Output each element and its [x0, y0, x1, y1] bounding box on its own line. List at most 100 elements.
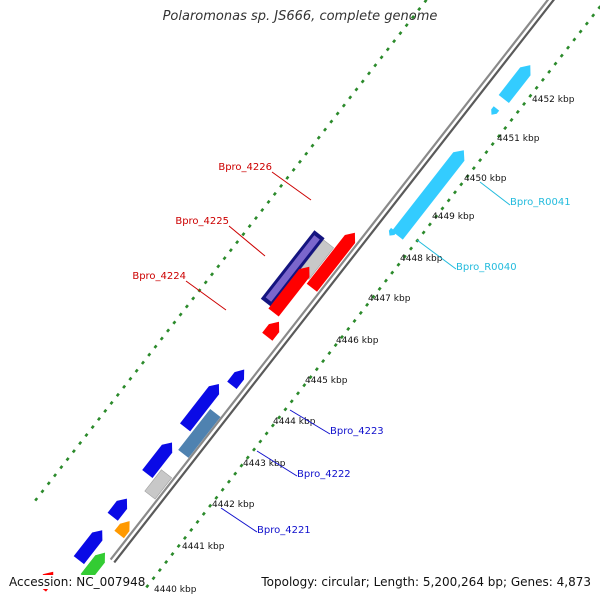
tick-mark [235, 240, 240, 245]
tick-mark [402, 254, 407, 259]
tick-mark [329, 119, 334, 124]
tick-mark [496, 134, 501, 139]
tick-mark [216, 264, 221, 269]
tick-mark [409, 246, 414, 251]
red-gene-arrow [306, 232, 356, 292]
tick-mark [365, 302, 370, 307]
tick-mark [452, 190, 458, 195]
red-gene-arrow [268, 266, 310, 317]
tick-mark [140, 360, 145, 365]
tick-mark [291, 167, 296, 172]
green-gene-arrow [80, 552, 105, 582]
tick-mark [59, 465, 64, 470]
tick-mark [210, 272, 215, 277]
gene-label: Bpro_R0041 [510, 197, 571, 208]
tick-mark [34, 497, 39, 502]
tick-mark [233, 471, 238, 476]
tick-mark [302, 383, 307, 388]
tick-mark [184, 304, 189, 309]
tick-mark [559, 53, 564, 58]
tick-mark [528, 93, 533, 98]
tick-mark [266, 199, 271, 205]
label-leader-line [220, 507, 258, 533]
tick-mark [115, 392, 120, 397]
tick-mark [427, 222, 432, 227]
tick-mark [285, 175, 290, 180]
backbone-line-inner [113, 0, 556, 564]
tick-mark [478, 158, 483, 163]
tick-mark [377, 286, 382, 291]
backbone-line [109, 0, 550, 561]
tick-mark [222, 256, 227, 261]
tick-mark [540, 77, 545, 82]
label-leader-line [271, 171, 312, 201]
tick-mark [270, 423, 275, 428]
gene-label: Bpro_4224 [132, 271, 186, 282]
tick-mark [151, 576, 156, 581]
tick-mark [253, 215, 258, 221]
tick-mark [339, 334, 344, 340]
tick-mark [195, 519, 200, 524]
kbp-label: 4447 kbp [368, 294, 411, 304]
cyan-gene-arrow [498, 65, 531, 103]
tick-mark [295, 391, 301, 396]
tick-mark [46, 481, 51, 486]
tick-mark [283, 407, 288, 412]
gene-label: Bpro_4226 [218, 162, 272, 173]
slate-gene-box [178, 409, 221, 458]
kbp-label: 4450 kbp [464, 174, 507, 184]
gene-label: Bpro_4222 [297, 469, 351, 480]
tick-mark [366, 71, 372, 76]
map-title: Polaromonas sp. JS666, complete genome [162, 9, 438, 24]
label-leader-line [479, 181, 511, 206]
gene-label: Bpro_R0040 [456, 262, 517, 273]
tick-mark [189, 527, 194, 532]
tick-mark [159, 336, 164, 341]
tick-mark [509, 117, 514, 123]
tick-mark [134, 368, 139, 373]
tick-mark [260, 207, 265, 213]
tick-mark [346, 326, 351, 332]
blue-gene-arrow [107, 498, 128, 521]
blue-gene-arrow [142, 442, 173, 478]
tick-mark [84, 433, 89, 438]
tick-mark [515, 109, 520, 115]
kbp-label: 4444 kbp [273, 417, 316, 427]
cyan-gene-arrow [391, 150, 465, 240]
tick-mark [335, 111, 340, 116]
label-leader-line [289, 409, 331, 435]
kbp-label: 4440 kbp [154, 585, 197, 595]
gray-gene-box [144, 469, 173, 500]
tick-mark [572, 37, 577, 42]
kbp-label: 4446 kbp [336, 336, 379, 346]
tick-mark [239, 463, 244, 468]
tick-mark [421, 230, 426, 235]
gene-label: Bpro_4225 [175, 216, 229, 227]
tick-mark [358, 310, 363, 315]
gene-label: Bpro_4221 [257, 525, 311, 536]
label-leader-line [416, 239, 457, 270]
tick-mark [348, 95, 353, 100]
tick-mark [65, 457, 70, 462]
blue-gene-arrow [73, 530, 103, 565]
tick-mark [566, 45, 571, 50]
tick-mark [417, 7, 422, 12]
navy-gene-highlight [265, 235, 320, 302]
tick-mark [78, 441, 83, 446]
cyan-gene-arrow [491, 106, 500, 115]
tick-mark [203, 280, 208, 285]
tick-mark [597, 5, 600, 10]
kbp-label: 4448 kbp [400, 254, 443, 264]
tick-mark [396, 262, 401, 267]
blue-gene-arrow [180, 384, 220, 432]
tick-mark [484, 150, 489, 155]
tick-mark [71, 449, 76, 454]
tick-mark [226, 479, 231, 484]
tick-mark [392, 39, 397, 44]
tick-mark [245, 455, 250, 460]
tick-mark [90, 424, 95, 430]
tick-mark [157, 568, 162, 573]
tick-mark [314, 367, 319, 372]
tick-mark [220, 487, 225, 492]
